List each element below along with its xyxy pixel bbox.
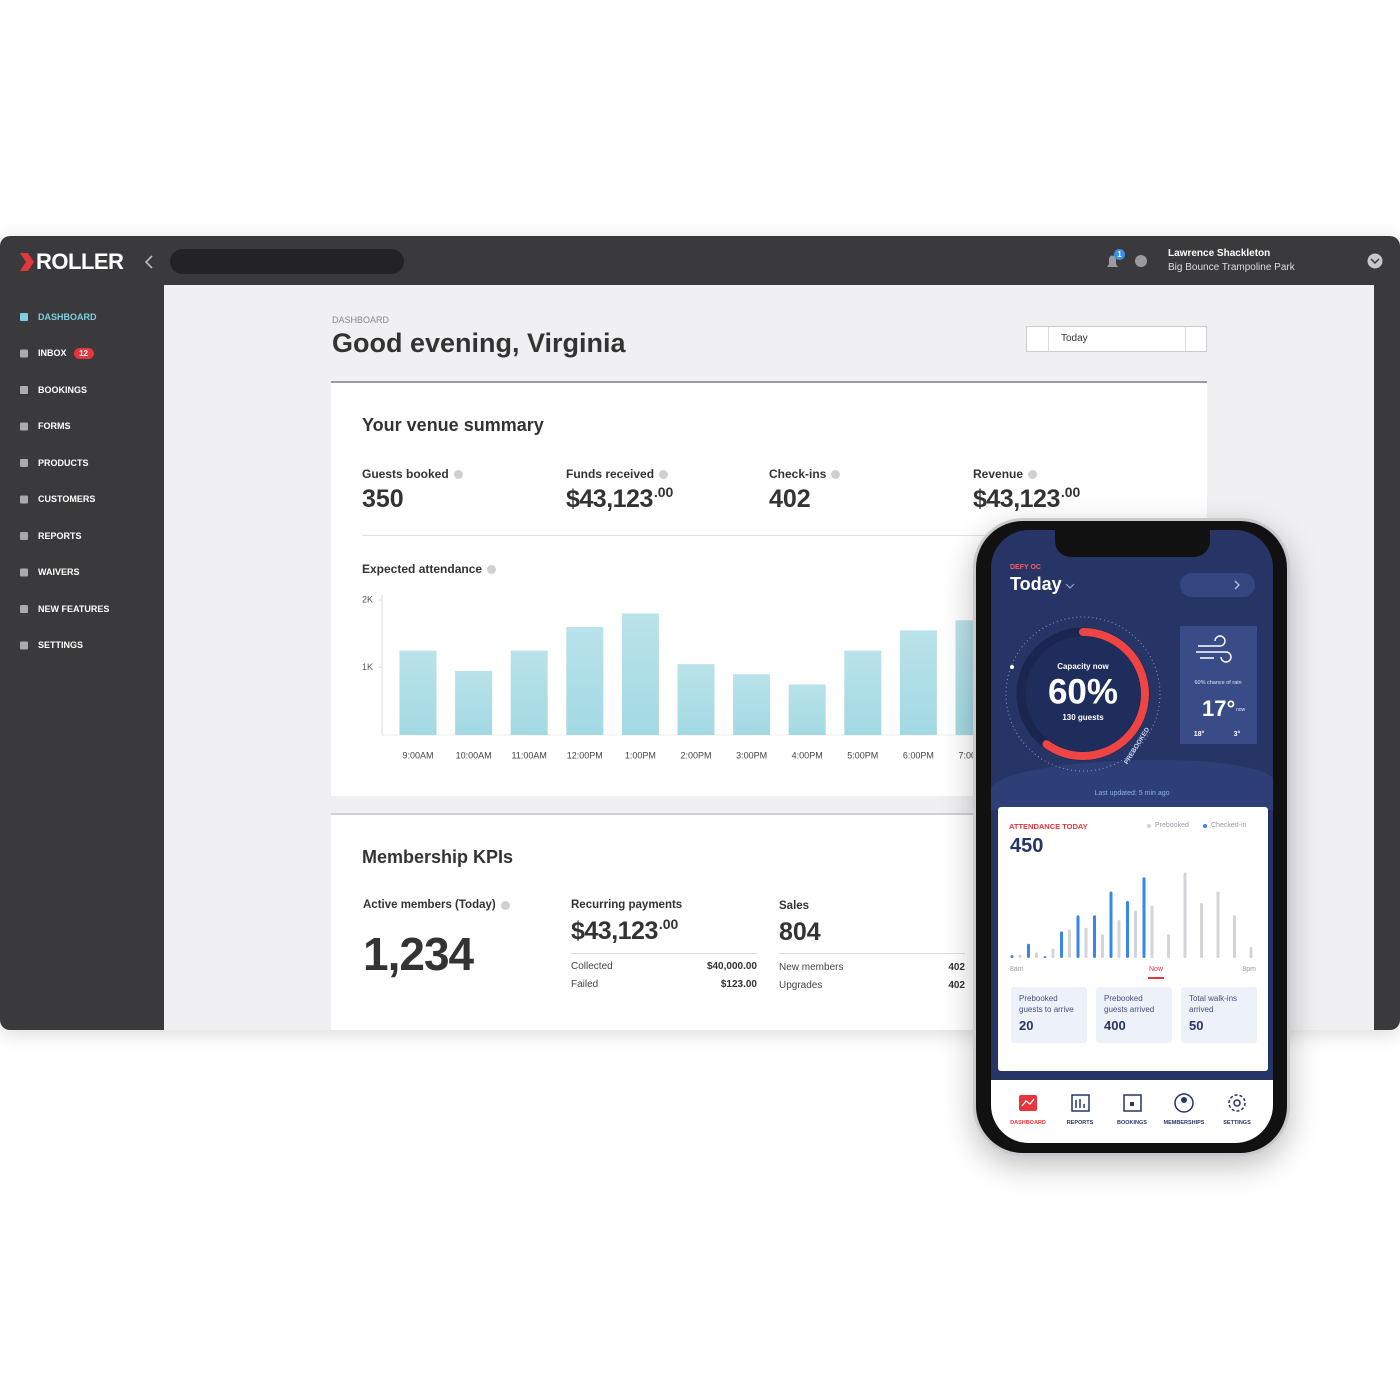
- kpi-label: Active members (Today): [363, 899, 510, 913]
- value: $43,123: [566, 485, 653, 513]
- date: Today: [1010, 574, 1062, 595]
- date-prev: [1048, 327, 1049, 351]
- value-cents: .00: [658, 916, 679, 933]
- inbox-count: 12: [79, 348, 88, 358]
- nav-item[interactable]: SETTINGS: [38, 640, 84, 651]
- help-icon[interactable]: [831, 470, 841, 480]
- row-label: New members: [779, 962, 844, 973]
- stat-box: [1181, 987, 1257, 1043]
- greeting: Good evening, Virginia: [332, 327, 626, 358]
- help-icon[interactable]: [453, 470, 463, 480]
- nav-item[interactable]: CUSTOMERS: [38, 494, 96, 505]
- date-buttons[interactable]: [1180, 573, 1255, 597]
- attendance-total: 450: [1010, 835, 1044, 857]
- axis-label: 8pm: [1242, 965, 1256, 973]
- weather-temp-note: now: [1236, 707, 1246, 713]
- chart-title: Expected attendance: [362, 562, 497, 576]
- help-icon[interactable]: [1028, 470, 1038, 480]
- legend-label: Prebooked: [1155, 821, 1189, 829]
- nav-item[interactable]: DASHBOARD: [38, 311, 97, 322]
- date-value: Today: [1061, 333, 1088, 344]
- tab-label[interactable]: SETTINGS: [1223, 1119, 1251, 1126]
- value: $43,123: [571, 917, 658, 945]
- stat-box: [1011, 987, 1087, 1043]
- notification-badge: [1114, 249, 1125, 260]
- legend-dot: [1147, 824, 1151, 828]
- weather-high: 18°: [1193, 730, 1205, 738]
- stat-label: Total walk-ins arrived: [1189, 994, 1238, 1014]
- row-label: Collected: [571, 961, 613, 972]
- kpi-label: Recurring payments: [571, 899, 683, 912]
- axis-label: Now: [1148, 965, 1164, 973]
- notification-count: 1: [1117, 249, 1122, 259]
- nav-item[interactable]: FORMS: [38, 421, 71, 432]
- metric-value: 402: [769, 485, 811, 513]
- stat-value: 50: [1189, 1018, 1204, 1034]
- metric-label: Funds received: [566, 467, 669, 481]
- last-updated: Last updated: 5 min ago: [1094, 789, 1170, 797]
- nav-item[interactable]: WAIVERS: [38, 567, 80, 578]
- stat-label: Prebooked guests to arrive: [1019, 994, 1074, 1014]
- stat-box: [1096, 987, 1172, 1043]
- metric-value: 350: [362, 485, 404, 513]
- weather-low: 3°: [1233, 730, 1241, 738]
- venue: DEFY OC: [1010, 563, 1041, 571]
- card-title: Membership KPIs: [362, 847, 514, 868]
- row-value: $40,000.00: [706, 961, 757, 972]
- weather-temp: 17°: [1202, 695, 1236, 721]
- user-name: Lawrence Shackleton: [1168, 248, 1271, 259]
- value-cents: .00: [1060, 484, 1081, 501]
- stat-value: 400: [1104, 1018, 1126, 1034]
- now-marker: [1148, 977, 1164, 979]
- metric-label: Check-ins: [769, 467, 841, 481]
- card-title: Your venue summary: [362, 415, 544, 436]
- help-icon[interactable]: [500, 900, 510, 910]
- nav-item[interactable]: BOOKINGS: [38, 384, 88, 395]
- axis-label: 8am: [1010, 965, 1024, 973]
- divider: [571, 953, 757, 954]
- tab-label[interactable]: DASHBOARD: [1010, 1119, 1046, 1126]
- row-value: 402: [948, 962, 965, 973]
- tab-label[interactable]: BOOKINGS: [1117, 1119, 1147, 1126]
- tab-label[interactable]: REPORTS: [1066, 1119, 1094, 1126]
- venue-name: Big Bounce Trampoline Park: [1168, 262, 1295, 273]
- legend-label: Checked-in: [1211, 821, 1247, 829]
- card-rule: [331, 381, 1207, 383]
- row-label: Upgrades: [779, 980, 823, 991]
- legend-dot: [1203, 824, 1207, 828]
- breadcrumb: DASHBOARD: [332, 314, 390, 325]
- row-label: Failed: [571, 979, 599, 990]
- nav-item[interactable]: INBOX: [38, 348, 67, 359]
- tab-label[interactable]: MEMBERSHIPS: [1163, 1119, 1205, 1126]
- date-next: [1185, 327, 1186, 351]
- card-rule: [331, 813, 1207, 815]
- kpi-label: Sales: [779, 900, 810, 913]
- stat-label: Prebooked guests arrived: [1104, 994, 1155, 1014]
- notch: [1055, 530, 1210, 557]
- kpi-value: 1,234: [363, 928, 474, 981]
- row-value: 402: [948, 980, 965, 991]
- divider: [779, 953, 965, 954]
- attendance-title: ATTENDANCE TODAY: [1009, 821, 1088, 831]
- help-icon[interactable]: [487, 565, 497, 575]
- row-value: $123.00: [720, 979, 757, 990]
- value-cents: .00: [653, 484, 674, 501]
- search-box[interactable]: [170, 249, 404, 274]
- metric-label: Guests booked: [362, 467, 463, 481]
- nav-item[interactable]: REPORTS: [38, 530, 82, 541]
- date-picker[interactable]: [1026, 326, 1207, 352]
- stat-value: 20: [1019, 1018, 1034, 1034]
- nav-item[interactable]: NEW FEATURES: [38, 603, 110, 614]
- nav-item[interactable]: PRODUCTS: [38, 457, 89, 468]
- metric-label: Revenue: [973, 467, 1038, 481]
- kpi-value: 804: [779, 918, 821, 946]
- tab-bar: [991, 1080, 1273, 1143]
- inbox-badge: [73, 348, 94, 359]
- value: $43,123: [973, 485, 1060, 513]
- help-icon[interactable]: [659, 470, 669, 480]
- divider: [362, 535, 1176, 536]
- weather-rain: 60% chance of rain: [1194, 679, 1242, 686]
- logo: ROLLER: [36, 248, 124, 274]
